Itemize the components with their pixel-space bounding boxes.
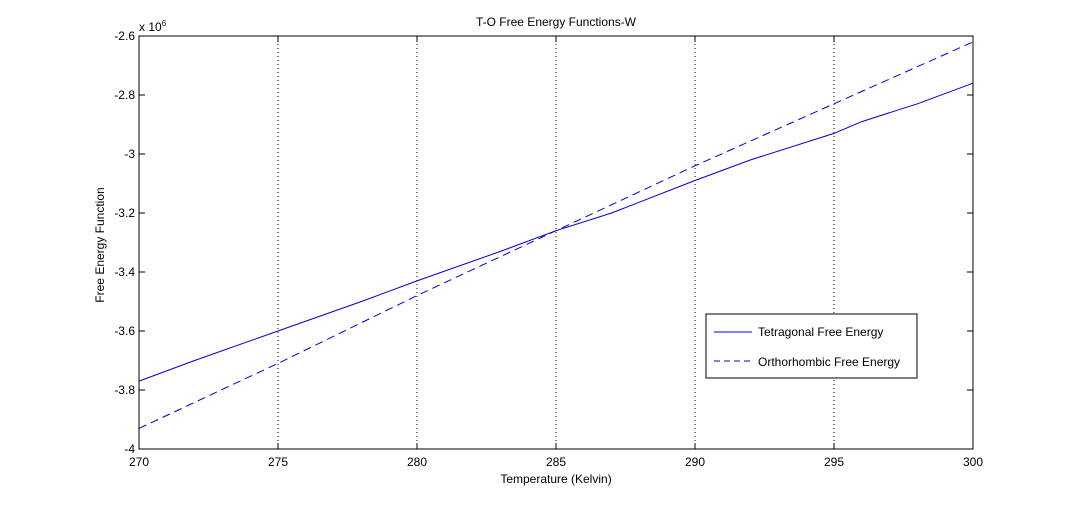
x-tick-label: 290 — [685, 455, 705, 469]
x-tick-label: 300 — [963, 455, 983, 469]
y-tick-labels: -4 -3.8 -3.6 -3.4 -3.2 -3 -2.8 -2.6 — [114, 29, 135, 456]
legend-label-orthorhombic: Orthorhombic Free Energy — [758, 355, 900, 369]
y-tick-label: -2.8 — [114, 88, 135, 102]
y-exponent-base: x 10 — [139, 20, 162, 34]
y-tick-label: -3.4 — [114, 265, 135, 279]
legend: Tetragonal Free Energy Orthorhombic Free… — [705, 313, 918, 379]
y-tick-label: -3.6 — [114, 324, 135, 338]
x-tick-label: 280 — [407, 455, 427, 469]
y-tick-label: -3.2 — [114, 206, 135, 220]
x-axis-label: Temperature (Kelvin) — [500, 472, 611, 486]
y-tick-label: -3.8 — [114, 383, 135, 397]
x-tick-label: 275 — [268, 455, 288, 469]
series-line-orthorhombic — [138, 41, 974, 429]
y-exponent-label: x 106 — [139, 19, 167, 34]
y-axis-label: Free Energy Function — [93, 187, 107, 302]
series-line-tetragonal — [138, 82, 974, 382]
legend-label-tetragonal: Tetragonal Free Energy — [758, 325, 883, 339]
x-tick-label: 270 — [129, 455, 149, 469]
y-tick-label: -4 — [124, 442, 135, 456]
y-exponent-power: 6 — [162, 19, 167, 28]
grid-lines — [277, 36, 835, 449]
x-tick-labels: 270 275 280 285 290 295 300 — [129, 455, 983, 469]
y-tick-label: -2.6 — [114, 29, 135, 43]
x-tick-label: 295 — [824, 455, 844, 469]
chart-title: T-O Free Energy Functions-W — [476, 15, 637, 29]
tick-marks — [138, 35, 974, 450]
series-layer — [138, 41, 974, 429]
legend-box — [705, 313, 918, 379]
x-tick-label: 285 — [546, 455, 566, 469]
y-tick-label: -3 — [124, 147, 135, 161]
